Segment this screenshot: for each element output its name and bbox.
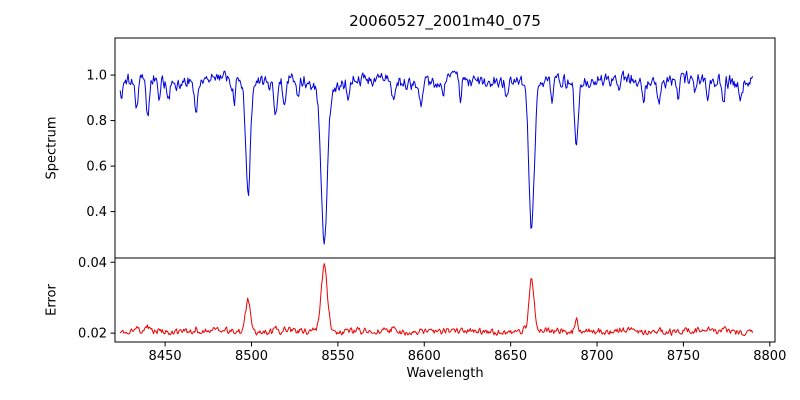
x-tick-label: 8700 — [580, 349, 613, 364]
x-tick-label: 8650 — [494, 349, 527, 364]
x-tick-label: 8800 — [753, 349, 786, 364]
y-tick-label: 0.8 — [86, 114, 107, 129]
x-tick-label: 8500 — [235, 349, 268, 364]
plot-title: 20060527_2001m40_075 — [349, 12, 541, 30]
y-axis-label-error: Error — [44, 284, 60, 316]
x-tick-label: 8550 — [321, 349, 354, 364]
y-tick-label: 0.02 — [78, 327, 107, 342]
x-tick-label: 8750 — [667, 349, 700, 364]
y-tick-label: 1.0 — [86, 69, 107, 84]
y-axis-label-spectrum: Spectrum — [44, 116, 60, 180]
spectrum-line — [119, 70, 753, 245]
panel-border-error — [114, 257, 776, 343]
x-axis-label: Wavelength — [406, 366, 484, 381]
x-tick-label: 8450 — [149, 349, 182, 364]
panel-border-spectrum — [114, 37, 776, 259]
error-line — [119, 263, 753, 336]
y-tick-label: 0.04 — [78, 256, 107, 271]
y-tick-label: 0.4 — [86, 205, 107, 220]
x-tick-label: 8600 — [408, 349, 441, 364]
y-tick-label: 0.6 — [86, 160, 107, 175]
